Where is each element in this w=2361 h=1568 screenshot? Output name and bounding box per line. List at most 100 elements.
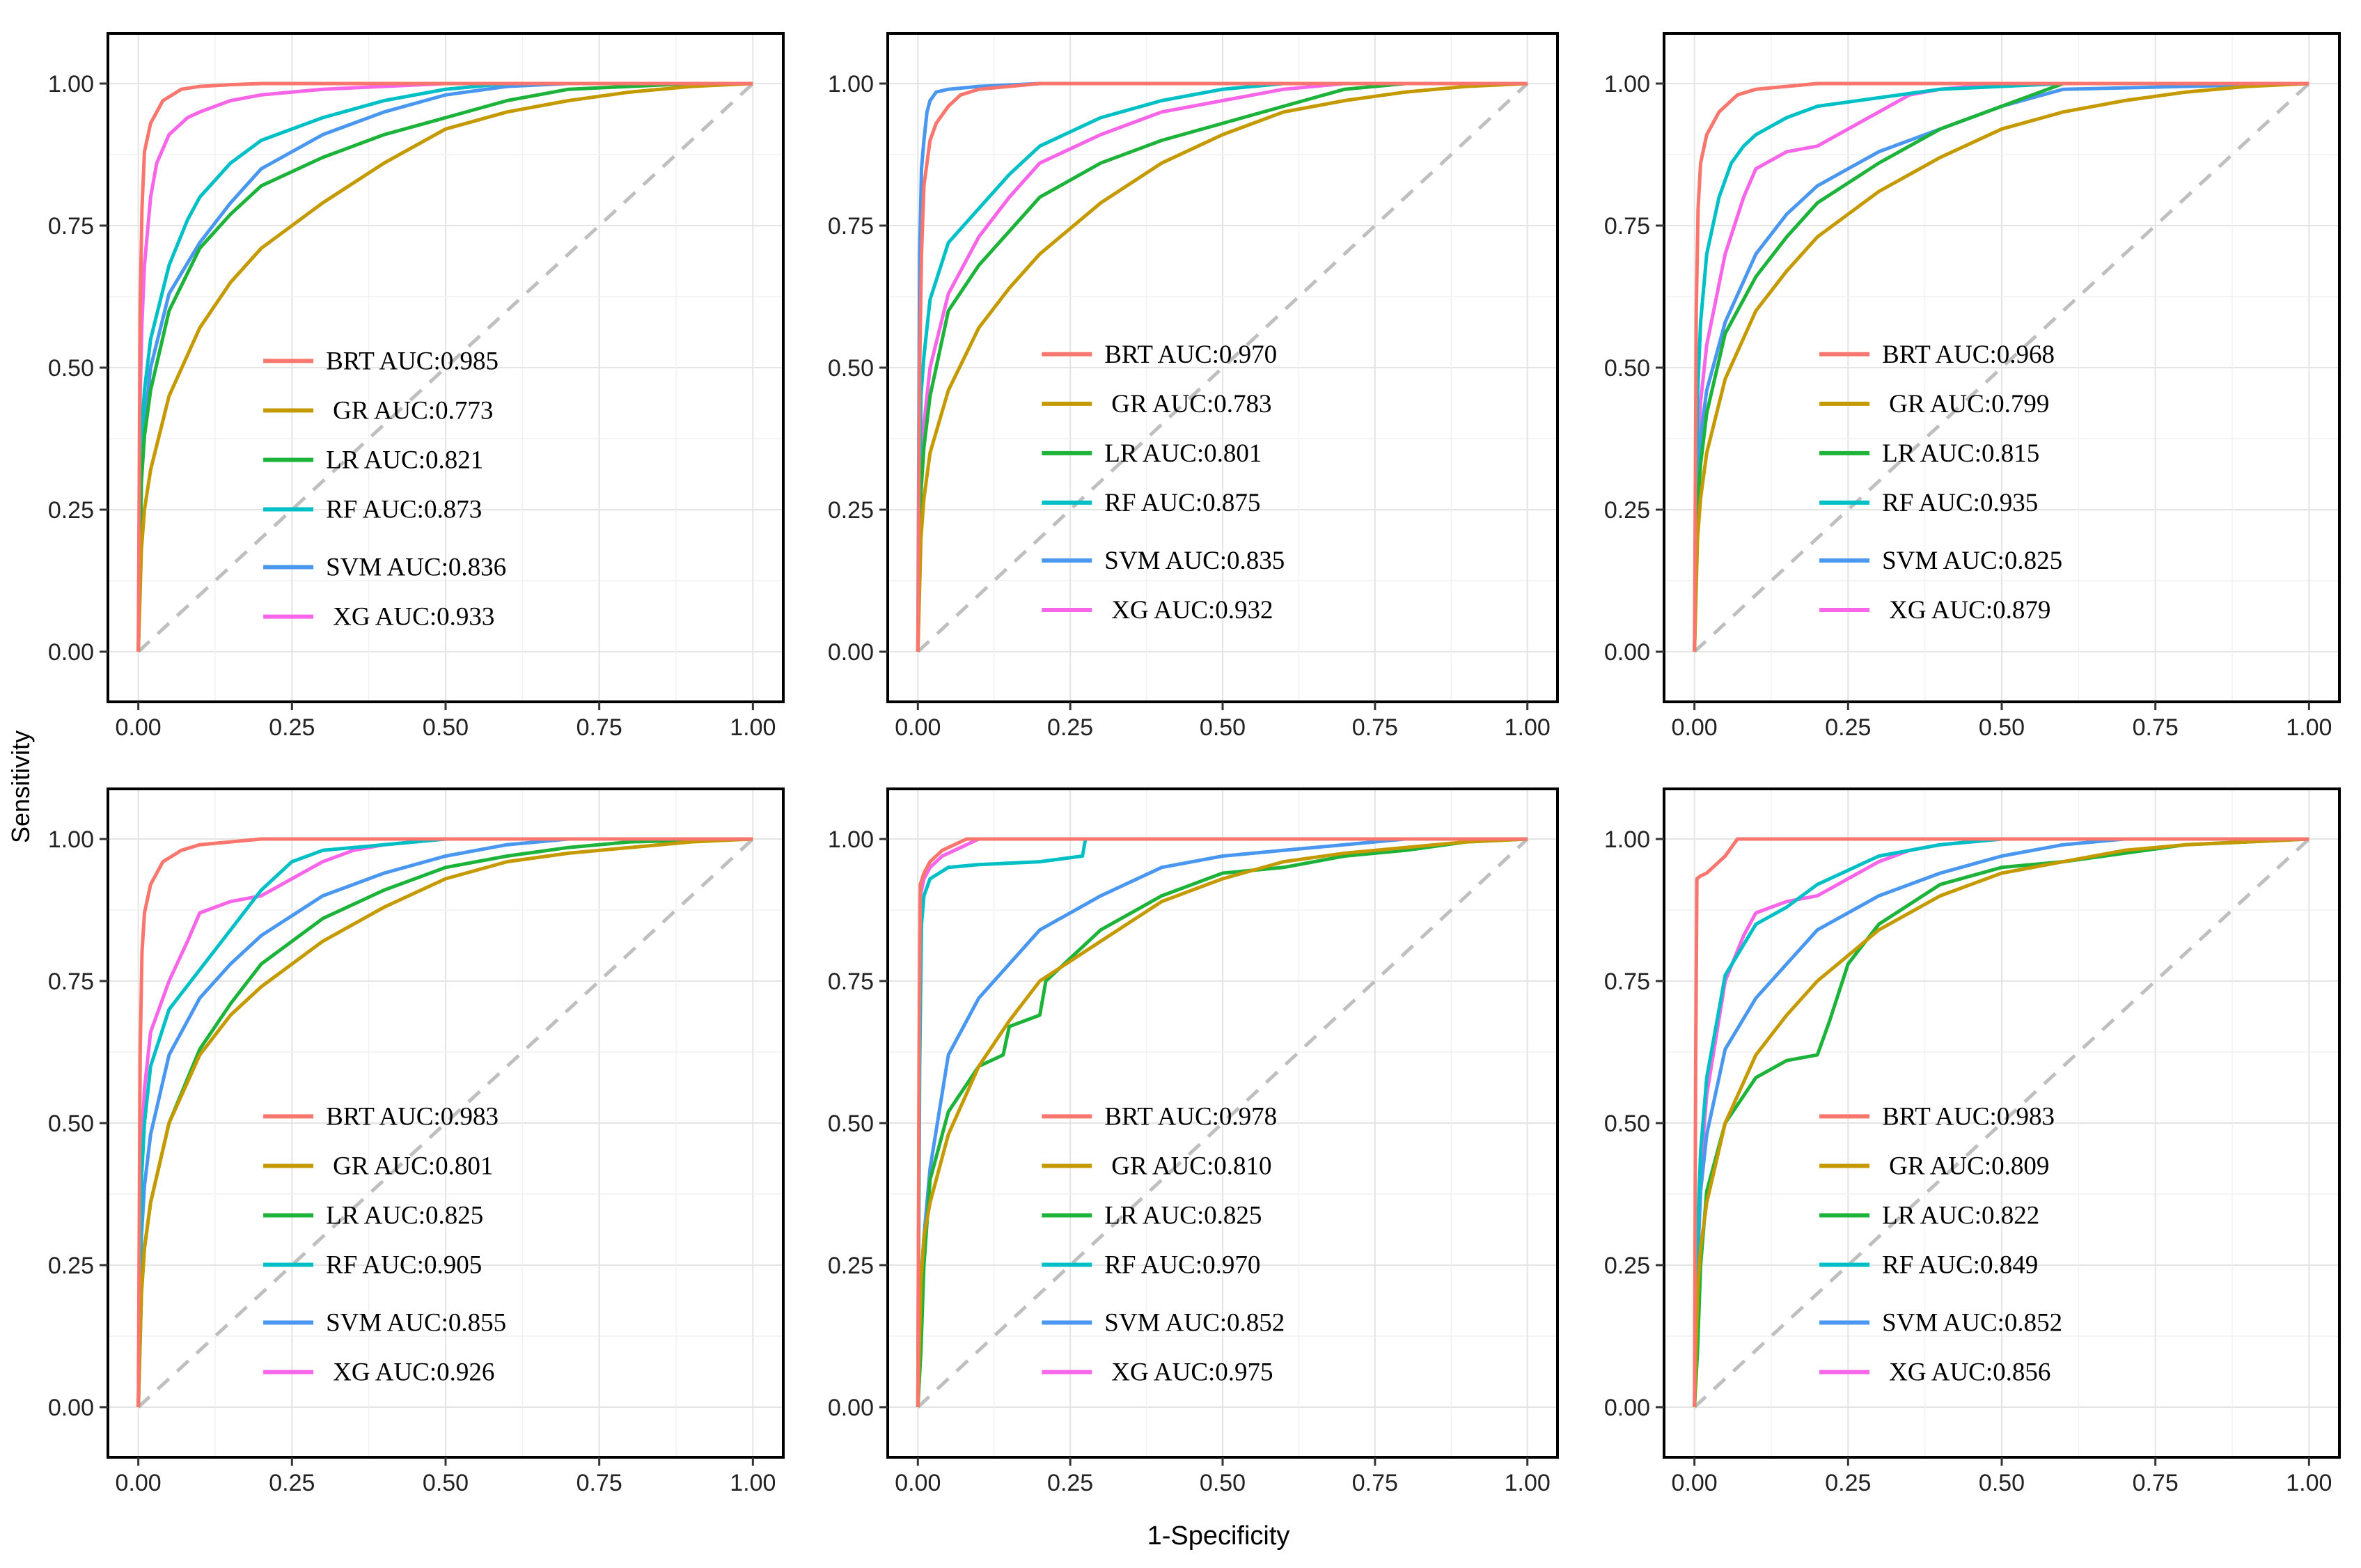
y-tick-label: 0.50 bbox=[48, 1111, 94, 1137]
y-tick-label: 0.75 bbox=[48, 213, 94, 240]
y-tick-label: 1.00 bbox=[828, 826, 874, 853]
axis-ticks: 0.00 0.25 0.50 0.75 1.00 0.00 0.25 0.50 0.75 1.00 bbox=[828, 826, 1551, 1496]
legend-label-brt: BRT AUC:0.983 bbox=[1882, 1102, 2055, 1131]
y-tick-label: 0.50 bbox=[48, 355, 94, 382]
roc-curves bbox=[1693, 81, 2309, 652]
x-tick-label: 0.00 bbox=[116, 1470, 162, 1496]
roc-curve-svm bbox=[136, 81, 753, 652]
roc-curve-brt bbox=[916, 81, 1528, 652]
axis-ticks: 0.00 0.25 0.50 0.75 1.00 0.00 0.25 0.50 0.75 1.00 bbox=[1604, 826, 2332, 1496]
legend: BRT AUC:0.985 GR AUC:0.773 LR AUC:0.821 RF … bbox=[263, 347, 506, 632]
roc-panel-6: 0.00 0.25 0.50 0.75 1.00 0.00 0.25 0.50 0.75 1.00… bbox=[1604, 787, 2341, 1496]
axis-ticks: 0.00 0.25 0.50 0.75 1.00 0.00 0.25 0.50 0.75 1.00 bbox=[48, 71, 776, 741]
x-tick-label: 0.25 bbox=[1047, 1470, 1093, 1496]
roc-curve-rf bbox=[136, 837, 753, 1408]
reference-diagonal bbox=[136, 82, 755, 653]
reference-diagonal bbox=[136, 838, 755, 1409]
legend-label-svm: SVM AUC:0.852 bbox=[1882, 1309, 2062, 1338]
legend-label-lr: LR AUC:0.815 bbox=[1882, 439, 2039, 468]
roc-curve-xg bbox=[136, 81, 753, 652]
x-tick-label: 0.75 bbox=[1352, 714, 1398, 741]
x-tick-label: 0.50 bbox=[423, 714, 469, 741]
x-tick-label: 0.50 bbox=[1979, 1470, 2025, 1496]
x-tick-label: 0.75 bbox=[2133, 714, 2179, 741]
legend-label-brt: BRT AUC:0.983 bbox=[326, 1102, 499, 1131]
roc-curve-lr bbox=[916, 81, 1528, 652]
roc-curve-brt bbox=[136, 837, 753, 1408]
legend: BRT AUC:0.983 GR AUC:0.809 LR AUC:0.822 RF … bbox=[1819, 1102, 2062, 1387]
legend-label-gr: GR AUC:0.801 bbox=[333, 1152, 493, 1180]
roc-curve-svm bbox=[136, 837, 753, 1408]
legend-label-svm: SVM AUC:0.852 bbox=[1104, 1309, 1285, 1338]
y-tick-label: 0.00 bbox=[828, 639, 874, 666]
x-tick-label: 0.00 bbox=[895, 714, 941, 741]
grid bbox=[1664, 789, 2339, 1457]
roc-curve-brt bbox=[1693, 81, 2309, 652]
x-tick-label: 0.50 bbox=[423, 1470, 469, 1496]
y-tick-label: 0.25 bbox=[48, 1253, 94, 1279]
x-tick-label: 0.50 bbox=[1979, 714, 2025, 741]
roc-curve-lr bbox=[136, 81, 753, 652]
y-tick-label: 0.50 bbox=[828, 1111, 874, 1137]
y-tick-label: 0.25 bbox=[48, 497, 94, 524]
roc-curve-brt bbox=[916, 837, 1528, 1408]
legend-label-svm: SVM AUC:0.855 bbox=[326, 1309, 506, 1338]
x-tick-label: 0.25 bbox=[1047, 714, 1093, 741]
grid bbox=[108, 33, 783, 702]
x-tick-label: 0.75 bbox=[576, 1470, 622, 1496]
roc-curve-rf bbox=[916, 81, 1528, 652]
x-tick-label: 0.00 bbox=[116, 714, 162, 741]
legend-label-lr: LR AUC:0.821 bbox=[326, 446, 483, 474]
roc-curve-rf bbox=[1693, 81, 2309, 652]
roc-curve-gr bbox=[136, 81, 753, 652]
x-tick-label: 1.00 bbox=[730, 714, 776, 741]
legend-label-lr: LR AUC:0.825 bbox=[326, 1201, 483, 1230]
y-tick-label: 0.75 bbox=[828, 969, 874, 995]
reference-diagonal bbox=[916, 82, 1529, 653]
y-tick-label: 0.00 bbox=[1604, 639, 1650, 666]
roc-curves bbox=[136, 837, 753, 1408]
x-tick-label: 1.00 bbox=[2286, 714, 2332, 741]
y-tick-label: 1.00 bbox=[48, 826, 94, 853]
roc-curve-gr bbox=[916, 81, 1528, 652]
legend-label-xg: XG AUC:0.975 bbox=[1111, 1358, 1273, 1387]
reference-diagonal bbox=[916, 838, 1529, 1409]
legend-label-xg: XG AUC:0.933 bbox=[333, 603, 494, 632]
legend-label-svm: SVM AUC:0.836 bbox=[326, 554, 506, 582]
roc-curve-lr bbox=[916, 837, 1528, 1408]
legend-label-xg: XG AUC:0.926 bbox=[333, 1358, 494, 1387]
legend-label-rf: RF AUC:0.849 bbox=[1882, 1251, 2038, 1280]
x-tick-label: 0.00 bbox=[895, 1470, 941, 1496]
roc-curve-gr bbox=[136, 837, 753, 1408]
roc-panel-5: 0.00 0.25 0.50 0.75 1.00 0.00 0.25 0.50 0.75 1.00… bbox=[828, 787, 1559, 1496]
legend: BRT AUC:0.970 GR AUC:0.783 LR AUC:0.801 RF … bbox=[1042, 340, 1285, 625]
y-tick-label: 0.00 bbox=[48, 639, 94, 666]
y-tick-label: 0.25 bbox=[1604, 497, 1650, 524]
legend-label-gr: GR AUC:0.783 bbox=[1111, 390, 1271, 418]
roc-curve-svm bbox=[916, 81, 1528, 652]
legend-label-gr: GR AUC:0.810 bbox=[1111, 1152, 1271, 1180]
legend-label-lr: LR AUC:0.825 bbox=[1104, 1201, 1262, 1230]
roc-curves bbox=[916, 81, 1528, 652]
legend-label-rf: RF AUC:0.935 bbox=[1882, 489, 2038, 517]
x-tick-label: 0.25 bbox=[269, 714, 315, 741]
y-tick-label: 0.00 bbox=[1604, 1395, 1650, 1421]
y-axis-title: Sensitivity bbox=[0, 682, 42, 891]
y-tick-label: 1.00 bbox=[48, 71, 94, 97]
legend-label-svm: SVM AUC:0.835 bbox=[1104, 547, 1285, 575]
roc-curve-xg bbox=[916, 81, 1528, 652]
legend-label-gr: GR AUC:0.809 bbox=[1889, 1152, 2049, 1180]
roc-curve-brt bbox=[136, 81, 753, 652]
x-tick-label: 0.25 bbox=[1825, 714, 1871, 741]
y-tick-label: 0.50 bbox=[1604, 1111, 1650, 1137]
y-tick-label: 0.25 bbox=[828, 497, 874, 524]
x-tick-label: 1.00 bbox=[730, 1470, 776, 1496]
legend-label-rf: RF AUC:0.873 bbox=[326, 496, 482, 524]
roc-curve-brt bbox=[1693, 837, 2309, 1408]
axis-ticks: 0.00 0.25 0.50 0.75 1.00 0.00 0.25 0.50 0.75 1.00 bbox=[828, 71, 1551, 741]
roc-panel-2: 0.00 0.25 0.50 0.75 1.00 0.00 0.25 0.50 0.75 1.00… bbox=[828, 32, 1559, 741]
legend-label-xg: XG AUC:0.856 bbox=[1889, 1358, 2050, 1387]
axis-ticks: 0.00 0.25 0.50 0.75 1.00 0.00 0.25 0.50 0.75 1.00 bbox=[1604, 71, 2332, 741]
roc-curves bbox=[136, 81, 753, 652]
legend: BRT AUC:0.968 GR AUC:0.799 LR AUC:0.815 RF … bbox=[1819, 340, 2062, 625]
